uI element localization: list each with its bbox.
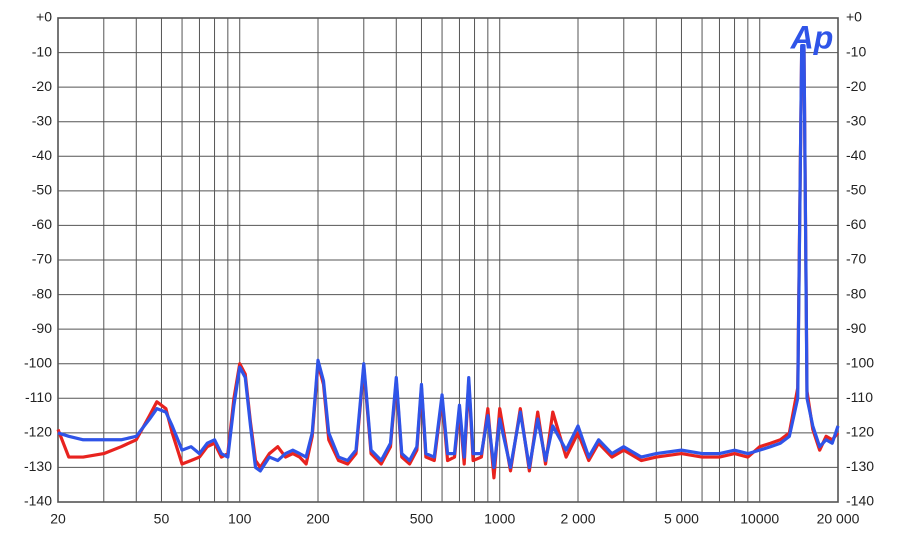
y-tick-label: -60 <box>32 216 52 232</box>
y2-tick-label: -70 <box>846 251 866 267</box>
y-tick-label: -40 <box>32 147 52 163</box>
y-tick-label: -10 <box>32 43 52 59</box>
y2-tick-label: -90 <box>846 320 866 336</box>
x-tick-label: 20 000 <box>817 511 860 527</box>
y2-tick-label: -120 <box>846 424 874 440</box>
y2-tick-label: -40 <box>846 147 866 163</box>
y-tick-label: -140 <box>24 493 52 509</box>
y-tick-label: -90 <box>32 320 52 336</box>
logo: Ap <box>790 19 834 55</box>
y2-tick-label: -60 <box>846 216 866 232</box>
x-tick-label: 1000 <box>484 511 515 527</box>
y-tick-label: -20 <box>32 78 52 94</box>
y2-tick-label: -80 <box>846 285 866 301</box>
x-tick-label: 2 000 <box>560 511 595 527</box>
x-tick-label: 5 000 <box>664 511 699 527</box>
y-tick-label: -50 <box>32 182 52 198</box>
x-tick-label: 10000 <box>740 511 779 527</box>
y-tick-label: -80 <box>32 285 52 301</box>
y2-tick-label: -50 <box>846 182 866 198</box>
y2-tick-label: -30 <box>846 112 866 128</box>
y-tick-label: -110 <box>25 389 52 405</box>
y-tick-label: -30 <box>32 112 52 128</box>
x-tick-label: 200 <box>306 511 330 527</box>
y-tick-label: -130 <box>24 458 52 474</box>
y-tick-label: -120 <box>24 424 52 440</box>
series-line <box>57 44 840 473</box>
x-tick-label: 50 <box>154 511 170 527</box>
x-tick-label: 100 <box>228 511 252 527</box>
y-tick-label: +0 <box>36 9 52 25</box>
y2-tick-label: -100 <box>846 354 874 370</box>
y2-tick-label: -140 <box>846 493 874 509</box>
y2-tick-label: -130 <box>846 458 874 474</box>
y2-tick-label: -10 <box>846 43 866 59</box>
y-tick-label: -70 <box>32 251 52 267</box>
y-tick-label: -100 <box>24 354 52 370</box>
y2-tick-label: +0 <box>846 9 862 25</box>
y2-tick-label: -20 <box>846 78 866 94</box>
y2-tick-label: -110 <box>846 389 873 405</box>
x-tick-label: 20 <box>50 511 66 527</box>
x-tick-label: 500 <box>410 511 434 527</box>
